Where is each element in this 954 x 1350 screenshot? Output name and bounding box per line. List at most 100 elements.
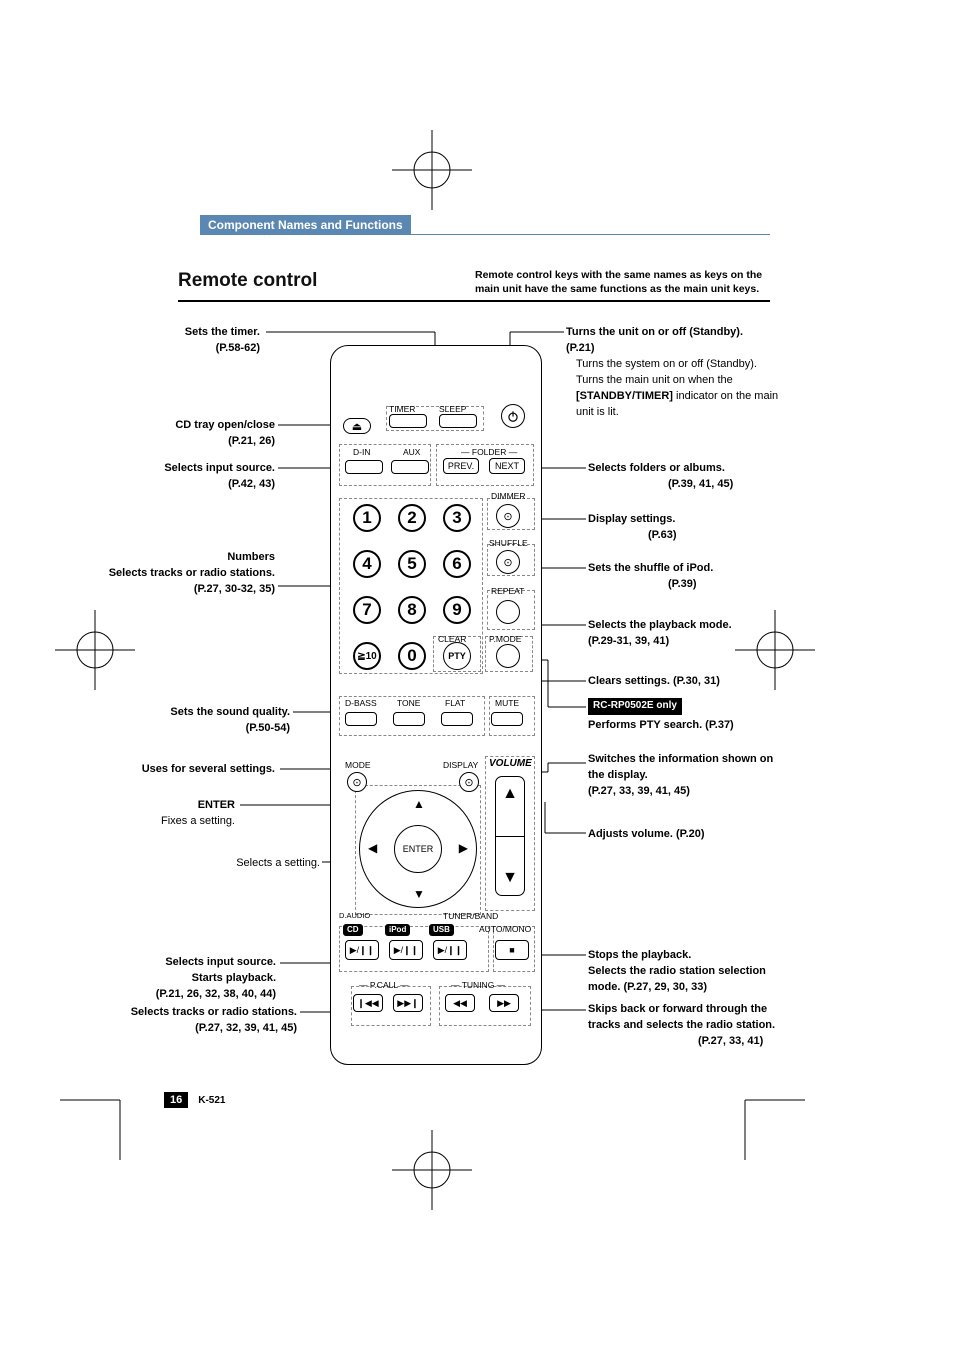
callout-source2-page: (P.21, 26, 32, 38, 40, 44) — [156, 988, 276, 1000]
sleep-button[interactable] — [439, 414, 477, 428]
label-tunerband: TUNER/BAND — [443, 911, 498, 921]
callout-pcall: Selects tracks or radio stations. (P.27,… — [90, 1005, 297, 1037]
label-pmode: P.MODE — [489, 634, 521, 644]
label-tone: TONE — [397, 698, 420, 708]
label-automono: AUTO/MONO — [479, 924, 531, 934]
label-repeat: REPEAT — [491, 586, 524, 596]
mode-button[interactable]: ⊙ — [347, 772, 367, 792]
eject-icon: ⏏ — [352, 420, 362, 433]
label-aux: AUX — [403, 447, 420, 457]
aux-button[interactable] — [391, 460, 429, 474]
pty-button[interactable]: PTY — [443, 642, 471, 670]
power-button[interactable] — [501, 404, 525, 428]
callout-numbers-page: (P.27, 30-32, 35) — [194, 583, 275, 595]
callout-enter: ENTER Fixes a setting. — [60, 798, 235, 830]
callout-numbers-text: Selects tracks or radio stations. — [109, 567, 275, 579]
callout-volume-t: Adjusts volume. (P.20) — [588, 828, 705, 840]
label-dbass: D-BASS — [345, 698, 377, 708]
page-footer: 16 K-521 — [164, 1092, 226, 1108]
numkey-3[interactable]: 3 — [443, 504, 471, 532]
ipod-play-button[interactable]: ▶/❙❙ — [389, 940, 423, 960]
label-display: DISPLAY — [443, 760, 478, 770]
numkey-2[interactable]: 2 — [398, 504, 426, 532]
volume-down-icon: ▼ — [496, 869, 524, 887]
callout-select: Selects a setting. — [110, 856, 320, 872]
callout-soundq-page: (P.50-54) — [246, 722, 290, 734]
label-daudio: D.AUDIO — [339, 911, 370, 920]
dpad-right-icon: ▶ — [459, 841, 468, 855]
numkey-0[interactable]: 0 — [398, 642, 426, 670]
dpad-up-icon: ▲ — [413, 797, 425, 811]
callout-power-d2b: [STANDBY/TIMER] — [576, 390, 673, 402]
numkey-9[interactable]: 9 — [443, 596, 471, 624]
numkey-6[interactable]: 6 — [443, 550, 471, 578]
label-dimmer: DIMMER — [491, 491, 525, 501]
numkey-8[interactable]: 8 — [398, 596, 426, 624]
cd-play-button[interactable]: ▶/❙❙ — [345, 940, 379, 960]
header-rule — [200, 234, 770, 235]
shuffle-button[interactable]: ⊙ — [496, 550, 520, 574]
chip-ipod: iPod — [385, 924, 410, 936]
callout-clear: Clears settings. (P.30, 31) — [588, 674, 788, 690]
callout-tray: CD tray open/close (P.21, 26) — [60, 418, 275, 450]
timer-button[interactable] — [389, 414, 427, 428]
numkey-4[interactable]: 4 — [353, 550, 381, 578]
callout-stop-t2: Selects the radio station selection mode… — [588, 965, 766, 993]
callout-enter-text: Fixes a setting. — [161, 815, 235, 827]
callout-tuning-t: Skips back or forward through the tracks… — [588, 1003, 775, 1031]
pmode-button[interactable] — [496, 644, 520, 668]
din-button[interactable] — [345, 460, 383, 474]
callout-source-title: Selects input source. — [164, 462, 275, 474]
eject-button[interactable]: ⏏ — [343, 418, 371, 434]
callout-timer-page: (P.58-62) — [216, 342, 260, 354]
pcall-prev-button[interactable]: ❙◀◀ — [353, 994, 383, 1012]
callout-power-title: Turns the unit on or off (Standby). — [566, 326, 743, 338]
callout-enter-head: ENTER — [198, 799, 235, 811]
chip-cd: CD — [343, 924, 363, 936]
volume-up-icon: ▲ — [496, 785, 524, 803]
callout-mode-text: Uses for several settings. — [142, 763, 275, 775]
callout-shuffle: Sets the shuffle of iPod. (P.39) — [588, 561, 788, 593]
enter-button[interactable]: ENTER — [394, 825, 442, 873]
callout-numbers-head: Numbers — [227, 551, 275, 563]
callout-folder: Selects folders or albums. (P.39, 41, 45… — [588, 461, 788, 493]
numkey-ge10[interactable]: ≧10 — [353, 642, 381, 670]
callout-folder-p: (P.39, 41, 45) — [668, 478, 733, 490]
numkey-1[interactable]: 1 — [353, 504, 381, 532]
label-sleep: SLEEP — [439, 404, 466, 414]
tuning-down-button[interactable]: ◀◀ — [445, 994, 475, 1012]
volume-rocker[interactable]: ▲ ▼ — [495, 776, 525, 896]
usb-play-button[interactable]: ▶/❙❙ — [433, 940, 467, 960]
remote-outline: ⏏ TIMER SLEEP D-IN AUX — FOLDER — PREV. … — [330, 345, 542, 1065]
prev-button[interactable]: PREV. — [443, 458, 479, 474]
dimmer-button[interactable]: ⊙ — [496, 504, 520, 528]
repeat-button[interactable] — [496, 600, 520, 624]
stop-button[interactable]: ■ — [495, 940, 529, 960]
label-pcall: — P.CALL — — [359, 980, 409, 990]
page-number: 16 — [164, 1092, 188, 1108]
tone-button[interactable] — [393, 712, 425, 726]
callout-power-d2a: Turns the main unit on when the — [576, 374, 733, 386]
label-prev: PREV. — [448, 461, 474, 471]
next-button[interactable]: NEXT — [489, 458, 525, 474]
callout-volume: Adjusts volume. (P.20) — [588, 827, 788, 843]
dbass-button[interactable] — [345, 712, 377, 726]
numkey-5[interactable]: 5 — [398, 550, 426, 578]
callout-soundq-title: Sets the sound quality. — [170, 706, 290, 718]
callout-pcall-t: Selects tracks or radio stations. — [131, 1006, 297, 1018]
label-mute: MUTE — [495, 698, 519, 708]
dpad-down-icon: ▼ — [413, 887, 425, 901]
callout-dimmer: Display settings. (P.63) — [588, 512, 788, 544]
crop-mark-top — [392, 130, 472, 210]
power-icon — [506, 409, 520, 423]
callout-stop: Stops the playback. Selects the radio st… — [588, 948, 798, 996]
tuning-up-button[interactable]: ▶▶ — [489, 994, 519, 1012]
callout-pty-t: Performs PTY search. (P.37) — [588, 719, 734, 731]
label-folder: — FOLDER — — [461, 447, 517, 457]
mute-button[interactable] — [491, 712, 523, 726]
flat-button[interactable] — [441, 712, 473, 726]
display-button[interactable]: ⊙ — [459, 772, 479, 792]
label-tuning: — TUNING — — [451, 980, 505, 990]
pcall-next-button[interactable]: ▶▶❙ — [393, 994, 423, 1012]
numkey-7[interactable]: 7 — [353, 596, 381, 624]
